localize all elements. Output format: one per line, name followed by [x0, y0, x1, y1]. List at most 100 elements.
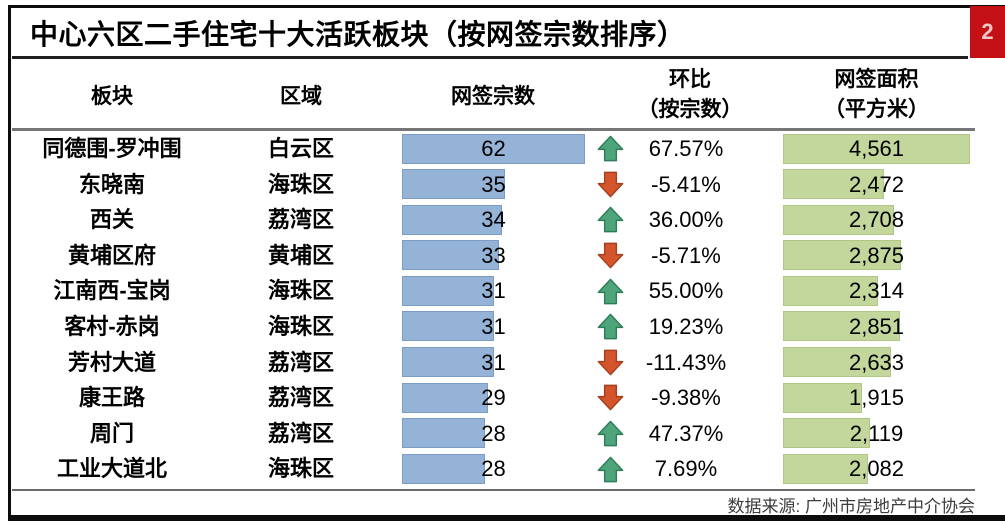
district-cell: 黄埔区 [267, 242, 334, 268]
count-cell: 31 [390, 309, 588, 345]
area-cell: 2,633 [783, 345, 970, 381]
up-arrow-icon [597, 277, 624, 306]
up-arrow-icon [597, 419, 624, 448]
mom-value: 19.23% [648, 313, 724, 339]
mom-value: -9.38% [651, 385, 721, 411]
sector-cell: 同德围-罗冲围 [42, 136, 182, 161]
table-body: 同德围-罗冲围 白云区 62 67.57% 4,561 东晓南 海珠区 35 -5.41% 2,4… [12, 131, 970, 487]
count-cell: 28 [390, 451, 588, 487]
sector-cell: 康王路 [78, 385, 145, 411]
count-value: 29 [481, 385, 506, 411]
table-row: 东晓南 海珠区 35 -5.41% 2,472 [12, 167, 970, 203]
district-cell: 白云区 [267, 136, 334, 161]
count-cell: 33 [390, 238, 588, 274]
count-databar [402, 204, 502, 235]
slide-border-bottom [8, 515, 1005, 521]
header-count: 网签宗数 [451, 84, 535, 108]
area-cell: 2,082 [783, 451, 970, 487]
district-cell: 荔湾区 [267, 385, 334, 411]
table-row: 康王路 荔湾区 29 -9.38% 1,915 [12, 380, 970, 416]
area-cell: 1,915 [783, 380, 970, 416]
count-cell: 29 [390, 380, 588, 416]
sector-cell: 周门 [89, 420, 134, 446]
count-databar [402, 240, 499, 271]
area-databar [783, 240, 901, 271]
count-databar [402, 453, 485, 484]
district-cell: 荔湾区 [267, 349, 334, 375]
table-header: 板块 区域 网签宗数 环比 （按宗数） 网签面积 （平方米） [12, 61, 970, 128]
title-divider [12, 56, 968, 59]
mom-cell: 55.00% [588, 273, 770, 309]
count-cell: 31 [390, 273, 588, 309]
area-value: 2,851 [848, 313, 905, 339]
down-arrow-icon [597, 241, 624, 270]
mom-value: -11.43% [645, 349, 727, 375]
page-title: 中心六区二手住宅十大活跃板块（按网签宗数排序） [30, 19, 686, 50]
up-arrow-icon [597, 312, 624, 341]
mom-cell: 67.57% [588, 131, 770, 167]
count-value: 31 [481, 349, 506, 375]
mom-cell: -5.71% [588, 238, 770, 274]
area-cell: 2,851 [783, 309, 970, 345]
district-cell: 海珠区 [267, 171, 334, 197]
table-row: 客村-赤岗 海珠区 31 19.23% 2,851 [12, 309, 970, 345]
mom-cell: 7.69% [588, 451, 770, 487]
area-databar [783, 382, 862, 413]
area-databar [783, 204, 894, 235]
area-databar [783, 418, 870, 449]
header-mom-line1: 环比 [669, 67, 711, 91]
district-cell: 海珠区 [267, 278, 334, 304]
area-value: 4,561 [848, 136, 905, 161]
count-value: 34 [481, 207, 506, 233]
count-databar [402, 311, 494, 342]
slide-border-left [8, 5, 11, 521]
down-arrow-icon [597, 170, 624, 199]
mom-value: -5.41% [651, 171, 721, 197]
mom-cell: -9.38% [588, 380, 770, 416]
table-row: 芳村大道 荔湾区 31 -11.43% 2,633 [12, 345, 970, 381]
count-cell: 28 [390, 416, 588, 452]
area-databar [783, 347, 891, 378]
count-cell: 34 [390, 202, 588, 238]
count-value: 31 [481, 278, 506, 304]
area-cell: 2,314 [783, 273, 970, 309]
mom-cell: 36.00% [588, 202, 770, 238]
area-value: 2,633 [848, 349, 905, 375]
area-value: 1,915 [848, 385, 905, 411]
table-row: 周门 荔湾区 28 47.37% 2,119 [12, 416, 970, 452]
table-row: 同德围-罗冲围 白云区 62 67.57% 4,561 [12, 131, 970, 167]
count-value: 35 [481, 171, 506, 197]
area-cell: 2,708 [783, 202, 970, 238]
slide-border-top [8, 5, 1005, 8]
count-databar [402, 382, 488, 413]
count-value: 28 [481, 456, 506, 482]
header-area-line2: （平方米） [824, 97, 929, 121]
sector-cell: 江南西-宝岗 [53, 278, 171, 304]
count-cell: 35 [390, 167, 588, 203]
area-cell: 2,119 [783, 416, 970, 452]
down-arrow-icon [597, 348, 624, 377]
page-number-box: 2 [970, 6, 1005, 58]
header-sector: 板块 [91, 84, 133, 108]
mom-cell: -11.43% [588, 345, 770, 381]
sector-cell: 客村-赤岗 [64, 313, 160, 339]
table-row: 西关 荔湾区 34 36.00% 2,708 [12, 202, 970, 238]
area-value: 2,119 [849, 420, 904, 446]
up-arrow-icon [597, 205, 624, 234]
count-value: 62 [481, 136, 506, 161]
count-databar [402, 418, 485, 449]
table-row: 江南西-宝岗 海珠区 31 55.00% 2,314 [12, 273, 970, 309]
count-databar [402, 169, 505, 200]
area-value: 2,875 [848, 242, 905, 268]
area-databar [783, 169, 884, 200]
area-cell: 4,561 [783, 131, 970, 167]
header-area: 网签面积 （平方米） [783, 65, 970, 125]
count-databar [402, 275, 494, 306]
header-district: 区域 [280, 84, 322, 108]
area-databar [783, 311, 900, 342]
count-cell: 31 [390, 345, 588, 381]
table-row: 黄埔区府 黄埔区 33 -5.71% 2,875 [12, 238, 970, 274]
sector-cell: 西关 [89, 207, 134, 233]
district-cell: 海珠区 [267, 456, 334, 482]
